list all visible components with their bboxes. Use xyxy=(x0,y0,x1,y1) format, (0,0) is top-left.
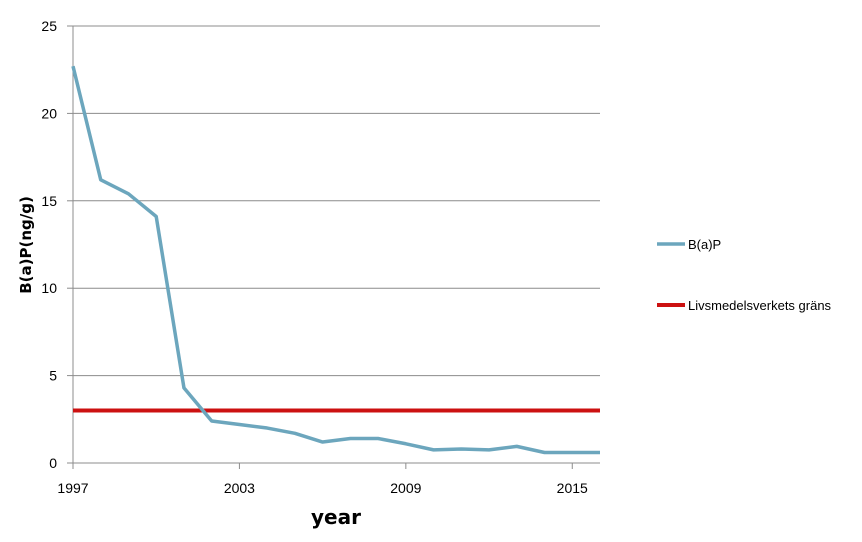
grid xyxy=(73,25,600,377)
x-tick-label: 2009 xyxy=(390,480,421,496)
y-axis-title: B(a)P(ng/g) xyxy=(17,196,35,294)
x-tick-label: 1997 xyxy=(57,480,88,496)
legend-label: B(a)P xyxy=(688,237,721,252)
y-tick-labels: 0 5 10 15 20 25 xyxy=(41,18,57,471)
y-tick-label: 5 xyxy=(49,368,57,384)
x-tick-label: 2003 xyxy=(224,480,255,496)
y-tick-label: 20 xyxy=(41,105,57,121)
legend-label: Livsmedelsverkets gräns xyxy=(688,298,832,313)
legend: B(a)P Livsmedelsverkets gräns xyxy=(657,237,832,313)
y-tick-label: 15 xyxy=(41,193,57,209)
y-tick-label: 25 xyxy=(41,18,57,34)
axes xyxy=(67,25,600,469)
series-lines xyxy=(71,65,600,455)
x-tick-labels: 1997 2003 2009 2015 xyxy=(57,480,588,496)
x-tick-label: 2015 xyxy=(557,480,588,496)
series-line-bap xyxy=(71,65,600,455)
y-tick-label: 10 xyxy=(41,280,57,296)
y-tick-label: 0 xyxy=(49,455,57,471)
x-axis-title: year xyxy=(311,505,361,529)
